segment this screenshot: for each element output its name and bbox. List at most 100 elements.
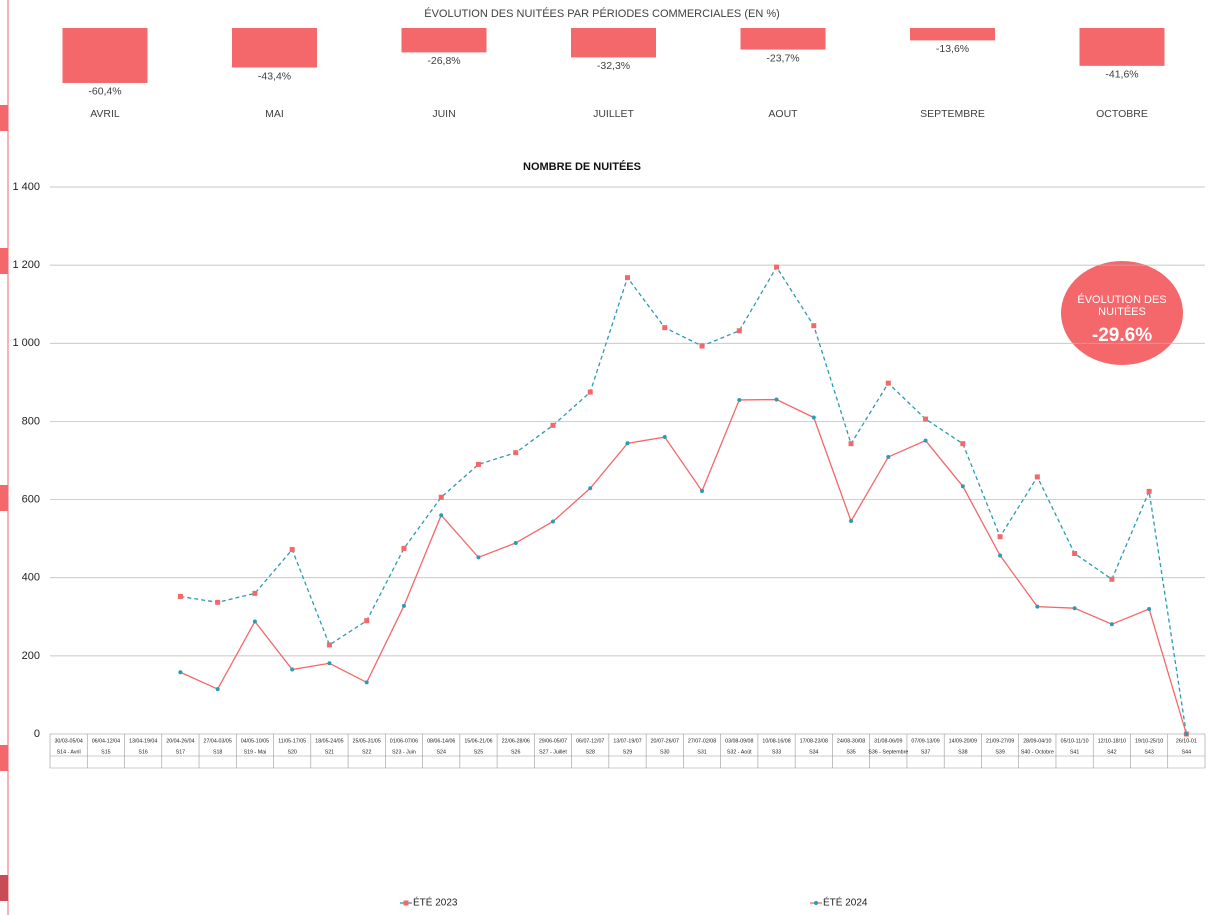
- bar-title: ÉVOLUTION DES NUITÉES PAR PÉRIODES COMME…: [424, 7, 780, 20]
- x-tick-label: S40 - Octobre: [1021, 749, 1054, 755]
- x-tick-label: S19 - Mai: [244, 749, 267, 755]
- data-label: -13,6%: [936, 43, 969, 55]
- x-tick-range: 25/05-31/05: [353, 738, 381, 744]
- x-tick-label: S42: [1107, 749, 1116, 755]
- side-tab: [0, 248, 8, 274]
- marker: [700, 488, 705, 493]
- bar: [571, 28, 656, 58]
- x-tick-label: S32 - Août: [727, 749, 752, 755]
- marker: [215, 687, 220, 692]
- marker: [662, 325, 668, 331]
- x-tick-range: 27/04-03/05: [204, 738, 232, 744]
- annotation-value: -29.6%: [1092, 325, 1152, 346]
- x-tick-label: S37: [921, 749, 930, 755]
- marker: [737, 397, 742, 402]
- marker: [774, 397, 779, 402]
- marker: [811, 415, 816, 420]
- marker: [1035, 604, 1040, 609]
- x-tick-label: S27 - Juillet: [539, 749, 567, 755]
- x-tick-range: 03/08-09/08: [725, 738, 753, 744]
- x-tick-range: 26/10-01: [1176, 738, 1197, 744]
- x-tick-label: S34: [809, 749, 818, 755]
- x-tick-label: MAI: [265, 108, 284, 120]
- x-tick-label: S41: [1070, 749, 1079, 755]
- data-label: -32,3%: [597, 60, 630, 72]
- marker: [1109, 622, 1114, 627]
- data-label: -43,4%: [258, 70, 291, 82]
- marker: [885, 380, 891, 386]
- x-tick-label: AVRIL: [90, 108, 120, 120]
- x-tick-label: S28: [586, 749, 595, 755]
- marker: [289, 547, 295, 553]
- side-tab: [0, 105, 8, 131]
- x-tick-range: 31/08-06/09: [874, 738, 902, 744]
- x-tick-label: S43: [1144, 749, 1153, 755]
- marker: [960, 484, 965, 489]
- marker: [252, 619, 257, 624]
- x-tick-label: S36 - Septembre: [868, 749, 908, 755]
- x-tick-range: 11/05-17/05: [278, 738, 306, 744]
- y-tick-label: 400: [22, 572, 40, 584]
- marker: [848, 441, 854, 447]
- x-tick-range: 18/05-24/05: [315, 738, 343, 744]
- legend-marker: [814, 901, 818, 905]
- bar: [740, 28, 826, 50]
- x-tick-range: 06/07-12/07: [576, 738, 604, 744]
- x-tick-range: 24/08-30/08: [837, 738, 865, 744]
- x-tick-range: 07/09-13/09: [911, 738, 939, 744]
- marker: [476, 555, 481, 560]
- marker: [252, 590, 258, 596]
- x-tick-range: 15/06-21/06: [464, 738, 492, 744]
- marker: [401, 545, 407, 551]
- marker: [290, 667, 295, 672]
- marker: [438, 494, 444, 500]
- marker: [364, 618, 370, 624]
- marker: [587, 389, 593, 395]
- bar: [232, 28, 317, 68]
- x-tick-label: S39: [995, 749, 1004, 755]
- y-tick-label: 600: [22, 493, 40, 505]
- x-tick-range: 04/05-10/05: [241, 738, 269, 744]
- marker: [327, 661, 332, 666]
- side-tab: [0, 745, 8, 771]
- line-title: NOMBRE DE NUITÉES: [523, 160, 641, 173]
- marker: [588, 486, 593, 491]
- x-tick-range: 21/09-27/09: [986, 738, 1014, 744]
- marker: [550, 422, 556, 428]
- marker: [326, 642, 332, 648]
- x-tick-range: 28/09-04/10: [1023, 738, 1051, 744]
- series-line: [180, 398, 1187, 735]
- y-tick-label: 0: [34, 728, 40, 740]
- bar: [1079, 28, 1165, 66]
- x-tick-label: S38: [958, 749, 967, 755]
- x-tick-label: OCTOBRE: [1096, 108, 1148, 120]
- marker: [998, 553, 1003, 558]
- x-tick-label: S30: [660, 749, 669, 755]
- marker: [215, 599, 221, 605]
- marker: [1034, 474, 1040, 480]
- annotation-bubble: [1061, 261, 1183, 365]
- marker: [1072, 606, 1077, 611]
- x-tick-range: 27/07-02/08: [688, 738, 716, 744]
- x-tick-label: S29: [623, 749, 632, 755]
- x-tick-range: 10/08-16/08: [762, 738, 790, 744]
- marker: [178, 670, 183, 675]
- marker: [923, 416, 929, 422]
- marker: [1072, 550, 1078, 556]
- side-tab: [0, 485, 8, 511]
- x-tick-label: S21: [325, 749, 334, 755]
- marker: [849, 519, 854, 524]
- marker: [960, 441, 966, 447]
- x-tick-label: S18: [213, 749, 222, 755]
- x-tick-label: S20: [287, 749, 296, 755]
- x-tick-label: S17: [176, 749, 185, 755]
- x-tick-label: S31: [697, 749, 706, 755]
- marker: [886, 454, 891, 459]
- marker: [736, 328, 742, 334]
- data-label: -26,8%: [427, 55, 460, 67]
- marker: [1109, 576, 1115, 582]
- y-tick-label: 800: [22, 415, 40, 427]
- marker: [177, 593, 183, 599]
- bar: [62, 28, 148, 83]
